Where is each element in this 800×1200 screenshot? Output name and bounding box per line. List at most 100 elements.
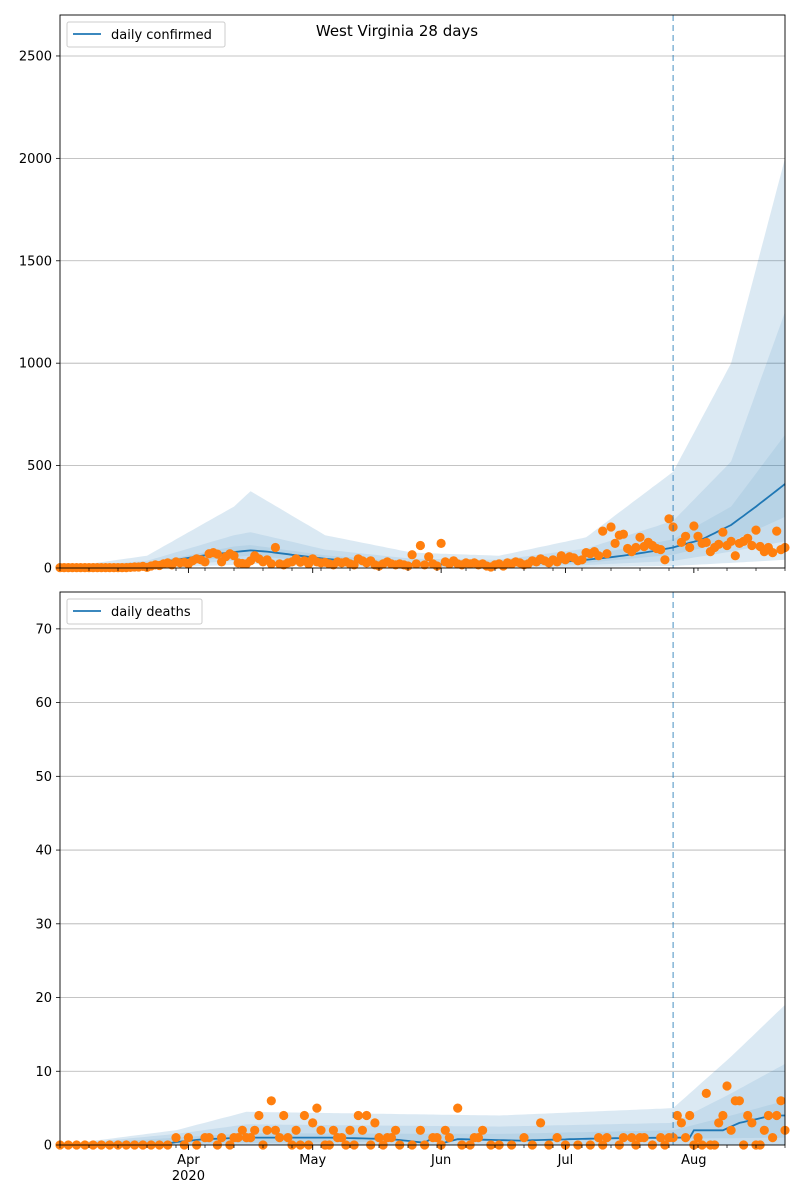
observed-point-54 [358,1126,367,1135]
observed-point-14 [171,1133,180,1142]
y-tick-label-0: 0 [44,562,52,577]
observed-point-158 [714,540,723,549]
observed-point-172 [772,527,781,536]
observed-point-115 [722,1081,731,1090]
observed-point-85 [553,1133,562,1142]
observed-point-116 [727,1126,736,1135]
y-tick-label-5: 2500 [19,49,52,64]
observed-point-71 [445,1133,454,1142]
observed-point-106 [685,1111,694,1120]
observed-point-110 [702,1089,711,1098]
observed-point-92 [437,539,446,548]
confirmed-legend[interactable]: daily confirmed [67,22,225,47]
observed-point-38 [292,1126,301,1135]
observed-point-162 [731,551,740,560]
observed-point-127 [772,1111,781,1120]
chart-title: West Virginia 28 days [316,22,478,40]
y-tick-label-4: 40 [35,844,52,859]
observed-point-32 [267,1096,276,1105]
x-tick-label-4: Aug [681,1153,706,1168]
y-tick-label-4: 2000 [19,152,52,167]
deaths-legend[interactable]: daily deaths [67,599,202,624]
observed-point-91 [602,1133,611,1142]
observed-point-152 [689,521,698,530]
observed-point-125 [764,1111,773,1120]
observed-point-159 [718,528,727,537]
x-tick-label-0: Apr [177,1153,200,1168]
observed-point-16 [184,1133,193,1142]
observed-point-85 [408,550,417,559]
observed-point-155 [702,538,711,547]
observed-point-167 [751,526,760,535]
observed-point-53 [354,1111,363,1120]
x-tick-label-2: Jun [430,1153,451,1168]
deaths-legend-label: daily deaths [111,605,191,620]
observed-point-126 [768,1133,777,1142]
observed-point-44 [316,1126,325,1135]
observed-point-97 [640,1133,649,1142]
observed-point-83 [536,1118,545,1127]
observed-point-86 [412,559,421,568]
observed-point-105 [681,1133,690,1142]
observed-point-104 [677,1118,686,1127]
y-tick-label-6: 60 [35,696,52,711]
observed-point-77 [478,1126,487,1135]
observed-point-146 [660,555,669,564]
figure: 05001000150020002500 West Virginia 28 da… [0,0,800,1200]
observed-point-132 [602,549,611,558]
y-tick-label-2: 1000 [19,357,52,372]
observed-point-21 [217,1133,226,1142]
observed-point-42 [308,1118,317,1127]
observed-point-171 [768,548,777,557]
observed-point-130 [594,551,603,560]
x-tick-label-3: Jul [557,1153,574,1168]
observed-point-51 [267,559,276,568]
y-tick-label-0: 0 [44,1139,52,1154]
y-tick-label-1: 500 [27,459,52,474]
observed-point-136 [619,530,628,539]
observed-point-65 [416,1126,425,1135]
observed-point-161 [727,537,736,546]
observed-point-29 [254,1111,263,1120]
observed-point-87 [416,541,425,550]
observed-point-72 [453,1104,462,1113]
observed-point-43 [312,1104,321,1113]
observed-point-40 [300,1111,309,1120]
observed-point-38 [213,550,222,559]
observed-point-145 [656,545,665,554]
y-tick-label-1: 10 [35,1065,52,1080]
x-tick-label-1: May [299,1153,326,1168]
observed-point-139 [631,543,640,552]
observed-point-147 [664,514,673,523]
observed-point-166 [747,541,756,550]
observed-point-133 [606,522,615,531]
y-tick-label-2: 20 [35,991,52,1006]
observed-point-124 [760,1126,769,1135]
observed-point-134 [611,539,620,548]
observed-point-31 [263,1126,272,1135]
observed-point-121 [747,1118,756,1127]
y-tick-label-5: 50 [35,770,52,785]
observed-point-151 [685,543,694,552]
observed-point-55 [362,1111,371,1120]
observed-point-35 [279,1111,288,1120]
y-tick-label-3: 1500 [19,254,52,269]
observed-point-19 [205,1133,214,1142]
observed-point-114 [718,1111,727,1120]
observed-point-128 [776,1096,785,1105]
x-tick-sublabel-0: 2020 [172,1169,205,1184]
y-tick-label-7: 70 [35,622,52,637]
observed-point-35 [200,557,209,566]
observed-point-140 [635,533,644,542]
observed-point-28 [250,1126,259,1135]
observed-point-81 [519,1133,528,1142]
observed-point-118 [735,1096,744,1105]
observed-point-131 [598,527,607,536]
observed-point-150 [681,532,690,541]
y-tick-label-3: 30 [35,917,52,932]
observed-point-52 [271,543,280,552]
observed-point-57 [370,1118,379,1127]
confirmed-legend-label: daily confirmed [111,28,212,43]
observed-point-34 [275,1133,284,1142]
observed-point-51 [345,1126,354,1135]
